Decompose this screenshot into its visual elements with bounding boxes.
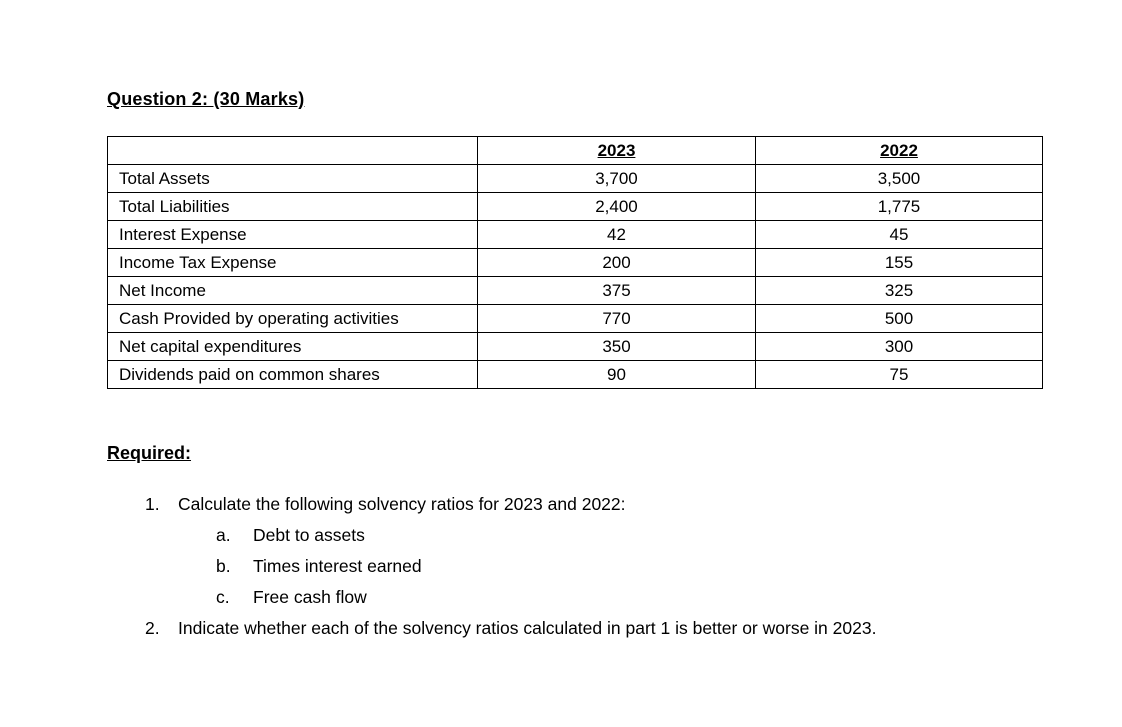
row-label: Interest Expense bbox=[107, 220, 478, 249]
list-subitem-letter: b. bbox=[216, 556, 231, 576]
row-label: Net Income bbox=[107, 276, 478, 305]
table-row: Dividends paid on common shares 90 75 bbox=[107, 360, 1043, 389]
list-item-number: 1. bbox=[145, 494, 160, 514]
table-row: Total Liabilities 2,400 1,775 bbox=[107, 192, 1043, 221]
value-2022: 500 bbox=[755, 304, 1043, 333]
list-item-number: 2. bbox=[145, 618, 160, 638]
list-subitem-letter: c. bbox=[216, 587, 230, 607]
value-2023: 90 bbox=[477, 360, 756, 389]
list-subitem-text: Times interest earned bbox=[253, 556, 422, 576]
list-subitem-a: a. Debt to assets bbox=[216, 525, 365, 546]
list-item-text: Indicate whether each of the solvency ra… bbox=[178, 618, 877, 638]
header-year-2023: 2023 bbox=[477, 136, 756, 165]
list-item-text: Calculate the following solvency ratios … bbox=[178, 494, 626, 514]
question-title: Question 2: (30 Marks) bbox=[107, 89, 305, 109]
table-row: Cash Provided by operating activities 77… bbox=[107, 304, 1043, 333]
value-2022: 300 bbox=[755, 332, 1043, 361]
list-subitem-text: Debt to assets bbox=[253, 525, 365, 545]
row-label: Income Tax Expense bbox=[107, 248, 478, 277]
value-2022: 75 bbox=[755, 360, 1043, 389]
value-2022: 325 bbox=[755, 276, 1043, 305]
header-empty-cell bbox=[107, 136, 478, 165]
table-row: Net capital expenditures 350 300 bbox=[107, 332, 1043, 361]
value-2022: 3,500 bbox=[755, 164, 1043, 193]
table-row: Total Assets 3,700 3,500 bbox=[107, 164, 1043, 193]
row-label: Total Assets bbox=[107, 164, 478, 193]
list-subitem-text: Free cash flow bbox=[253, 587, 367, 607]
required-heading: Required: bbox=[107, 443, 192, 463]
list-item-2: 2. Indicate whether each of the solvency… bbox=[145, 618, 876, 639]
value-2022: 155 bbox=[755, 248, 1043, 277]
list-subitem-letter: a. bbox=[216, 525, 231, 545]
value-2023: 200 bbox=[477, 248, 756, 277]
row-label: Dividends paid on common shares bbox=[107, 360, 478, 389]
value-2023: 375 bbox=[477, 276, 756, 305]
value-2023: 770 bbox=[477, 304, 756, 333]
row-label: Total Liabilities bbox=[107, 192, 478, 221]
table-row: Income Tax Expense 200 155 bbox=[107, 248, 1043, 277]
list-item-1: 1. Calculate the following solvency rati… bbox=[145, 494, 626, 515]
value-2023: 350 bbox=[477, 332, 756, 361]
value-2023: 42 bbox=[477, 220, 756, 249]
financial-data-table: 2023 2022 Total Assets 3,700 3,500 Total… bbox=[107, 136, 1043, 389]
value-2023: 3,700 bbox=[477, 164, 756, 193]
table-header-row: 2023 2022 bbox=[107, 136, 1043, 165]
value-2022: 1,775 bbox=[755, 192, 1043, 221]
list-subitem-c: c. Free cash flow bbox=[216, 587, 367, 608]
value-2022: 45 bbox=[755, 220, 1043, 249]
header-year-2022: 2022 bbox=[755, 136, 1043, 165]
list-subitem-b: b. Times interest earned bbox=[216, 556, 422, 577]
value-2023: 2,400 bbox=[477, 192, 756, 221]
table-row: Interest Expense 42 45 bbox=[107, 220, 1043, 249]
row-label: Cash Provided by operating activities bbox=[107, 304, 478, 333]
table-row: Net Income 375 325 bbox=[107, 276, 1043, 305]
row-label: Net capital expenditures bbox=[107, 332, 478, 361]
